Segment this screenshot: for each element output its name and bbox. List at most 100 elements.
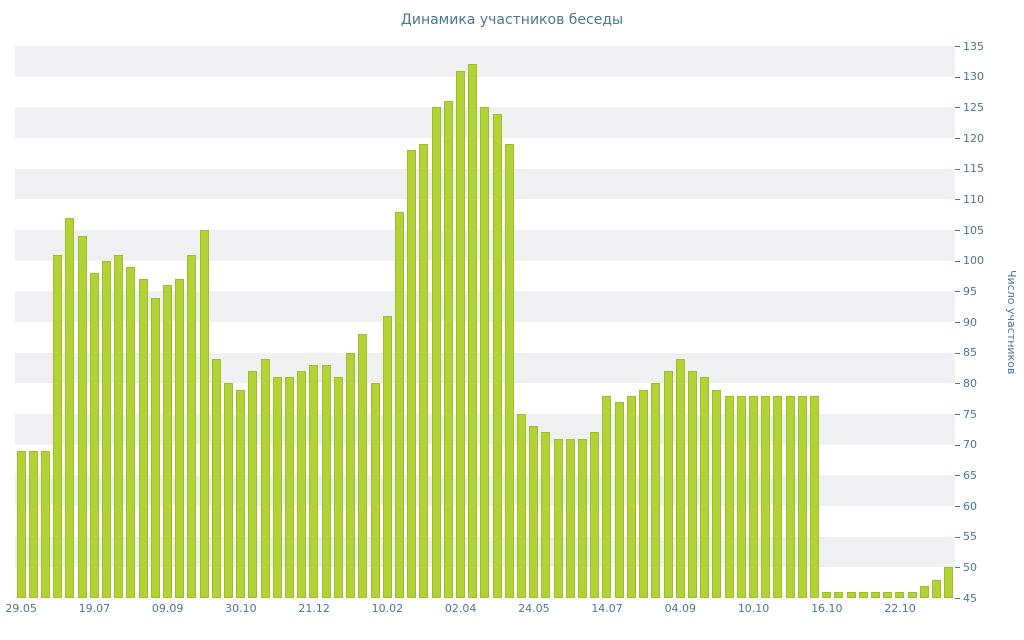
bar[interactable] — [65, 217, 75, 598]
bar[interactable] — [370, 383, 380, 598]
bar[interactable] — [236, 389, 246, 598]
bar[interactable] — [578, 438, 588, 598]
x-tick-label: 04.09 — [664, 602, 697, 615]
bar[interactable] — [126, 266, 136, 598]
y-tick-label: 65 — [963, 468, 977, 482]
bar[interactable] — [944, 567, 954, 598]
x-tick-label: 30.10 — [225, 602, 257, 615]
y-axis-title: Число участников — [1005, 269, 1018, 375]
bar[interactable] — [175, 279, 185, 598]
y-tick-label: 95 — [963, 284, 977, 298]
bar[interactable] — [553, 438, 563, 598]
bar[interactable] — [431, 107, 441, 598]
bar[interactable] — [724, 395, 734, 598]
bar[interactable] — [297, 371, 307, 598]
bar[interactable] — [517, 414, 527, 598]
bar[interactable] — [53, 254, 63, 598]
bar[interactable] — [834, 591, 844, 598]
bar[interactable] — [773, 395, 783, 598]
x-tick-label: 10.02 — [371, 602, 404, 615]
bar[interactable] — [211, 358, 221, 598]
y-tick-mark — [955, 475, 960, 477]
bar[interactable] — [309, 364, 319, 598]
bar[interactable] — [895, 591, 905, 598]
bar[interactable] — [199, 230, 209, 598]
bar[interactable] — [663, 371, 673, 598]
bar[interactable] — [443, 101, 453, 598]
bar[interactable] — [285, 377, 295, 598]
bar[interactable] — [321, 364, 331, 598]
bar[interactable] — [162, 285, 172, 598]
bar[interactable] — [358, 334, 368, 598]
bar[interactable] — [883, 591, 893, 598]
grid-stripe — [15, 76, 955, 108]
y-tick-mark — [955, 598, 960, 599]
bar[interactable] — [675, 358, 685, 598]
bar[interactable] — [28, 450, 38, 598]
bar[interactable] — [468, 64, 478, 598]
bar[interactable] — [346, 352, 356, 598]
bar[interactable] — [761, 395, 771, 598]
bar[interactable] — [407, 150, 417, 598]
bar[interactable] — [614, 401, 624, 598]
bar[interactable] — [260, 358, 270, 598]
bar[interactable] — [138, 279, 148, 598]
bar[interactable] — [492, 113, 502, 598]
bar[interactable] — [565, 438, 575, 598]
y-tick-mark — [955, 536, 960, 538]
bar[interactable] — [333, 377, 343, 598]
bar[interactable] — [248, 371, 258, 598]
y-tick-label: 135 — [963, 39, 984, 53]
bar[interactable] — [529, 426, 539, 598]
bar[interactable] — [748, 395, 758, 598]
bar[interactable] — [89, 272, 99, 598]
bar[interactable] — [602, 395, 612, 598]
bar[interactable] — [504, 144, 514, 598]
bar[interactable] — [272, 377, 282, 598]
bar[interactable] — [871, 591, 881, 598]
y-tick-mark — [955, 76, 960, 78]
bar[interactable] — [626, 395, 636, 598]
y-tick-mark — [955, 352, 960, 354]
bar[interactable] — [101, 260, 111, 598]
bar[interactable] — [40, 450, 50, 598]
bar[interactable] — [797, 395, 807, 598]
bar[interactable] — [858, 591, 868, 598]
bar[interactable] — [687, 371, 697, 598]
bar[interactable] — [590, 432, 600, 598]
bar[interactable] — [700, 377, 710, 598]
bar[interactable] — [382, 315, 392, 598]
bar[interactable] — [419, 144, 429, 598]
bar[interactable] — [651, 383, 661, 598]
x-tick-label: 02.04 — [444, 602, 477, 615]
bar[interactable] — [712, 389, 722, 598]
bar[interactable] — [639, 389, 649, 598]
bar[interactable] — [224, 383, 234, 598]
y-tick-label: 60 — [963, 499, 977, 513]
bar[interactable] — [785, 395, 795, 598]
bar[interactable] — [455, 70, 465, 598]
bar[interactable] — [907, 591, 917, 598]
bar[interactable] — [394, 211, 404, 598]
y-tick-label: 125 — [963, 100, 984, 114]
y-tick-label: 120 — [963, 131, 984, 145]
bar[interactable] — [480, 107, 490, 598]
bar[interactable] — [736, 395, 746, 598]
bar[interactable] — [77, 236, 87, 598]
y-tick-mark — [955, 107, 960, 109]
bar[interactable] — [932, 579, 942, 598]
bar[interactable] — [16, 450, 26, 598]
y-tick-label: 75 — [963, 407, 977, 421]
bar[interactable] — [150, 297, 160, 598]
bar[interactable] — [114, 254, 124, 598]
bar[interactable] — [187, 254, 197, 598]
bar[interactable] — [846, 591, 856, 598]
bar[interactable] — [810, 395, 819, 598]
y-tick-mark — [955, 138, 960, 139]
bar[interactable] — [541, 432, 551, 598]
y-tick-mark — [955, 46, 960, 47]
bar[interactable] — [919, 585, 929, 598]
y-tick-mark — [955, 168, 960, 170]
bar[interactable] — [822, 591, 832, 598]
